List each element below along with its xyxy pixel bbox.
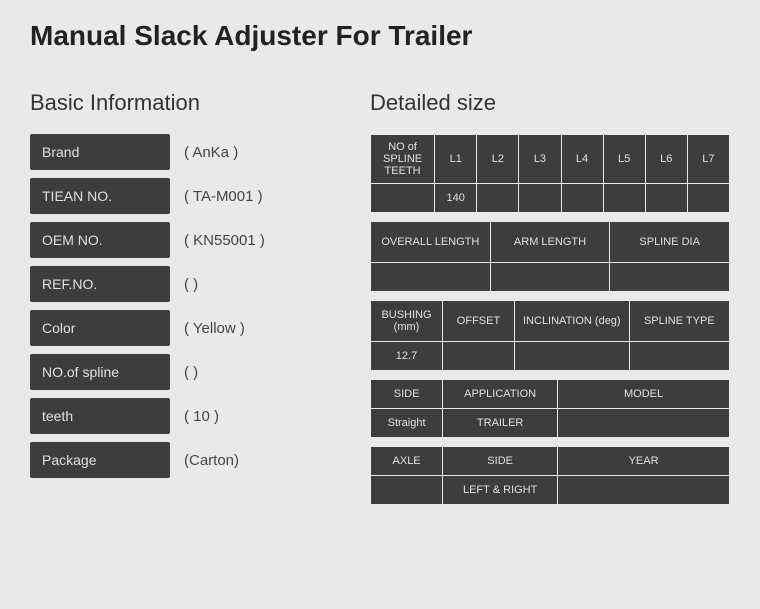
info-value: ( KN55001 ) <box>170 232 265 249</box>
table-cell <box>610 263 729 291</box>
table-cell <box>688 184 729 212</box>
table-cell: L2 <box>477 135 518 183</box>
table-axle: AXLE SIDE YEAR LEFT & RIGHT <box>370 446 730 505</box>
table-overall-length: OVERALL LENGTH ARM LENGTH SPLINE DIA <box>370 221 730 292</box>
table-cell: 140 <box>435 184 476 212</box>
info-row-oem: OEM NO. ( KN55001 ) <box>30 222 340 258</box>
table-cell: INCLINATION (deg) <box>515 301 629 341</box>
basic-info-column: Basic Information Brand ( AnKa ) TIEAN N… <box>30 90 340 513</box>
info-value: (Carton) <box>170 452 239 469</box>
table-spline-teeth: NO of SPLINE TEETH L1 L2 L3 L4 L5 L6 L7 … <box>370 134 730 213</box>
table-cell: BUSHING (mm) <box>371 301 442 341</box>
table-cell <box>646 184 687 212</box>
table-side-app: SIDE APPLICATION MODEL Straight TRAILER <box>370 379 730 438</box>
table-cell <box>371 476 442 504</box>
table-cell: LEFT & RIGHT <box>443 476 557 504</box>
detailed-size-column: Detailed size NO of SPLINE TEETH L1 L2 L… <box>370 90 730 513</box>
table-cell <box>443 342 514 370</box>
table-cell <box>604 184 645 212</box>
table-cell <box>558 409 729 437</box>
table-cell <box>371 263 490 291</box>
table-cell: SIDE <box>371 380 442 408</box>
info-label: NO.of spline <box>30 354 170 390</box>
table-cell: SPLINE TYPE <box>630 301 729 341</box>
table-cell: OFFSET <box>443 301 514 341</box>
info-label: Brand <box>30 134 170 170</box>
info-value: ( ) <box>170 364 198 381</box>
info-row-brand: Brand ( AnKa ) <box>30 134 340 170</box>
table-cell: TRAILER <box>443 409 557 437</box>
table-cell: Straight <box>371 409 442 437</box>
info-row-teeth: teeth ( 10 ) <box>30 398 340 434</box>
table-cell: SIDE <box>443 447 557 475</box>
info-value: ( AnKa ) <box>170 144 238 161</box>
table-cell: L4 <box>562 135 603 183</box>
info-label: teeth <box>30 398 170 434</box>
table-cell: OVERALL LENGTH <box>371 222 490 262</box>
table-cell <box>519 184 560 212</box>
table-cell: NO of SPLINE TEETH <box>371 135 434 183</box>
table-cell: L1 <box>435 135 476 183</box>
table-cell <box>477 184 518 212</box>
info-row-color: Color ( Yellow ) <box>30 310 340 346</box>
table-cell: SPLINE DIA <box>610 222 729 262</box>
table-cell: L5 <box>604 135 645 183</box>
table-cell: MODEL <box>558 380 729 408</box>
table-cell: 12.7 <box>371 342 442 370</box>
table-cell <box>515 342 629 370</box>
info-value: ( TA-M001 ) <box>170 188 263 205</box>
info-label: TIEAN NO. <box>30 178 170 214</box>
info-value: ( 10 ) <box>170 408 219 425</box>
table-cell: L7 <box>688 135 729 183</box>
table-cell <box>630 342 729 370</box>
info-label: Color <box>30 310 170 346</box>
info-value: ( Yellow ) <box>170 320 245 337</box>
page-title: Manual Slack Adjuster For Trailer <box>30 20 730 52</box>
info-label: OEM NO. <box>30 222 170 258</box>
table-cell: ARM LENGTH <box>491 222 610 262</box>
table-cell <box>558 476 729 504</box>
info-row-spline: NO.of spline ( ) <box>30 354 340 390</box>
table-cell: L3 <box>519 135 560 183</box>
table-cell: YEAR <box>558 447 729 475</box>
info-label: REF.NO. <box>30 266 170 302</box>
info-row-package: Package (Carton) <box>30 442 340 478</box>
info-value: ( ) <box>170 276 198 293</box>
table-cell <box>562 184 603 212</box>
table-cell <box>491 263 610 291</box>
columns: Basic Information Brand ( AnKa ) TIEAN N… <box>30 90 730 513</box>
table-cell <box>371 184 434 212</box>
info-row-ref: REF.NO. ( ) <box>30 266 340 302</box>
table-cell: L6 <box>646 135 687 183</box>
info-row-tiean: TIEAN NO. ( TA-M001 ) <box>30 178 340 214</box>
table-cell: APPLICATION <box>443 380 557 408</box>
table-cell: AXLE <box>371 447 442 475</box>
info-label: Package <box>30 442 170 478</box>
basic-heading: Basic Information <box>30 90 340 116</box>
detailed-heading: Detailed size <box>370 90 730 116</box>
table-bushing: BUSHING (mm) OFFSET INCLINATION (deg) SP… <box>370 300 730 371</box>
